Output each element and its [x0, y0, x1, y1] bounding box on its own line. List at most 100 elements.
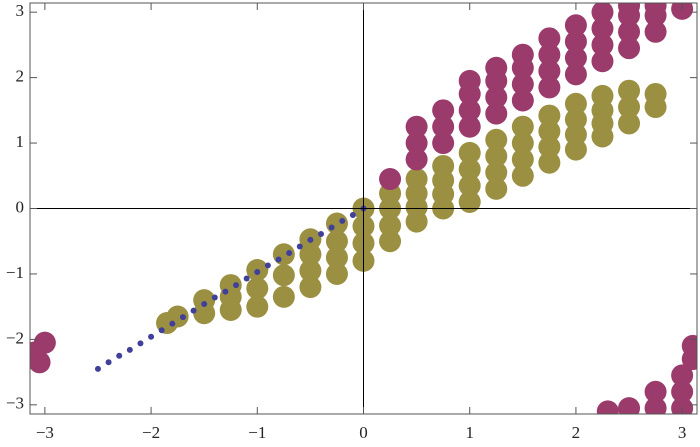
point	[299, 276, 322, 299]
x-tick-label: −2	[142, 423, 160, 442]
point	[325, 230, 348, 253]
point	[458, 69, 481, 92]
point	[158, 327, 165, 334]
point	[618, 112, 641, 135]
point	[211, 294, 218, 301]
point	[485, 102, 508, 125]
point	[644, 397, 667, 414]
point	[246, 295, 269, 318]
point	[275, 256, 282, 263]
point	[272, 285, 295, 308]
point	[432, 132, 455, 155]
point	[538, 27, 561, 50]
point	[325, 212, 348, 235]
point	[511, 115, 534, 138]
point	[243, 275, 250, 282]
y-tick-label: 0	[16, 197, 25, 216]
point	[671, 397, 694, 414]
x-tick-label: 2	[572, 423, 581, 442]
point	[538, 104, 561, 127]
point	[564, 92, 587, 115]
point	[591, 33, 614, 56]
point	[339, 217, 346, 224]
point	[511, 164, 534, 187]
y-tick-label: 2	[16, 67, 25, 86]
x-tick-label: −3	[36, 423, 54, 442]
point	[405, 115, 428, 138]
point	[681, 334, 697, 357]
point	[458, 190, 481, 213]
point	[564, 138, 587, 161]
point	[379, 230, 402, 253]
point	[591, 84, 614, 107]
point	[458, 99, 481, 122]
point	[379, 214, 402, 237]
point	[485, 161, 508, 184]
point	[538, 135, 561, 158]
point	[511, 132, 534, 155]
point	[190, 307, 197, 314]
point	[591, 3, 614, 24]
point	[538, 60, 561, 83]
point	[485, 86, 508, 109]
point	[272, 264, 295, 287]
point	[405, 168, 428, 191]
point	[538, 151, 561, 174]
point	[379, 168, 402, 191]
point	[33, 331, 56, 354]
point	[511, 89, 534, 112]
point	[618, 3, 641, 17]
point	[94, 365, 101, 372]
point	[299, 259, 322, 282]
point	[644, 20, 667, 43]
point	[193, 289, 216, 312]
point	[644, 3, 667, 17]
point	[618, 20, 641, 43]
point	[671, 380, 694, 403]
point	[618, 96, 641, 119]
point	[485, 145, 508, 168]
point	[596, 400, 619, 414]
point	[618, 37, 641, 60]
point	[591, 17, 614, 40]
point	[511, 43, 534, 66]
x-tick-label: 0	[359, 423, 368, 442]
point	[222, 288, 229, 295]
point	[564, 14, 587, 37]
point	[116, 352, 123, 359]
point	[564, 30, 587, 53]
point	[485, 56, 508, 79]
x-tick-label: −1	[248, 423, 266, 442]
point	[644, 380, 667, 403]
point	[328, 224, 335, 231]
y-tick-label: −2	[6, 328, 24, 347]
point	[432, 154, 455, 177]
point	[307, 236, 314, 243]
plot-area	[30, 3, 697, 414]
point	[349, 212, 356, 219]
point	[432, 115, 455, 138]
point	[564, 63, 587, 86]
point	[254, 268, 261, 275]
point	[105, 359, 112, 366]
point	[485, 177, 508, 200]
y-tick-label: 3	[16, 1, 25, 20]
point	[538, 43, 561, 66]
point	[201, 301, 208, 308]
point	[137, 340, 144, 347]
point	[458, 158, 481, 181]
point	[318, 231, 325, 238]
x-tick-label: 3	[678, 423, 687, 442]
point	[511, 148, 534, 171]
point	[432, 99, 455, 122]
point	[458, 115, 481, 138]
point	[246, 277, 269, 300]
point	[564, 123, 587, 146]
point	[264, 262, 271, 269]
point	[286, 250, 293, 257]
x-tick-label: 1	[465, 423, 474, 442]
point	[405, 132, 428, 155]
point	[485, 128, 508, 151]
